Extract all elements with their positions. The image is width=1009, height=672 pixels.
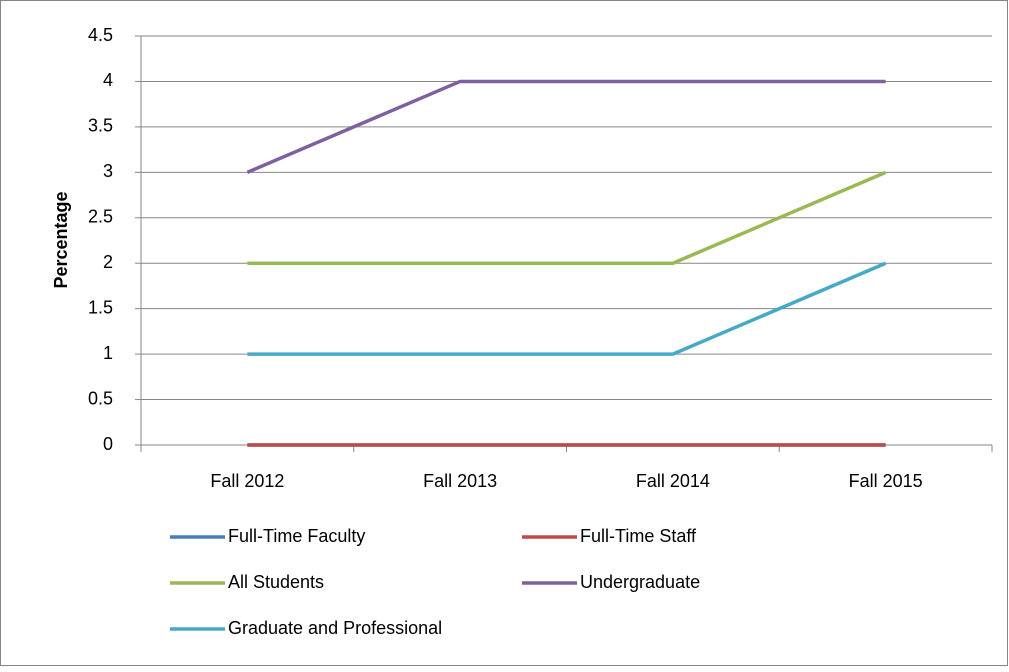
y-tick-label: 3.5 [88, 116, 113, 136]
y-tick-label: 4 [103, 70, 113, 90]
y-tick-label: 1 [103, 343, 113, 363]
y-tick-label: 2 [103, 252, 113, 272]
x-tick-label: Fall 2012 [210, 471, 284, 491]
y-tick-label: 4.5 [88, 25, 113, 45]
legend-label: All Students [228, 572, 324, 592]
legend-label: Undergraduate [580, 572, 700, 592]
x-tick-label: Fall 2014 [636, 471, 710, 491]
series-line [246, 79, 886, 174]
y-tick-label: 1.5 [88, 297, 113, 317]
series-line [247, 261, 887, 356]
legend-label: Full-Time Faculty [228, 526, 365, 546]
y-tick-label: 2.5 [88, 207, 113, 227]
y-tick-label: 0.5 [88, 388, 113, 408]
y-tick-label: 0 [103, 434, 113, 454]
y-axis-label: Percentage [51, 191, 71, 288]
series-line [247, 170, 887, 265]
x-tick-label: Fall 2015 [849, 471, 923, 491]
x-tick-label: Fall 2013 [423, 471, 497, 491]
legend-label: Graduate and Professional [228, 618, 442, 638]
y-tick-label: 3 [103, 161, 113, 181]
legend-label: Full-Time Staff [580, 526, 697, 546]
